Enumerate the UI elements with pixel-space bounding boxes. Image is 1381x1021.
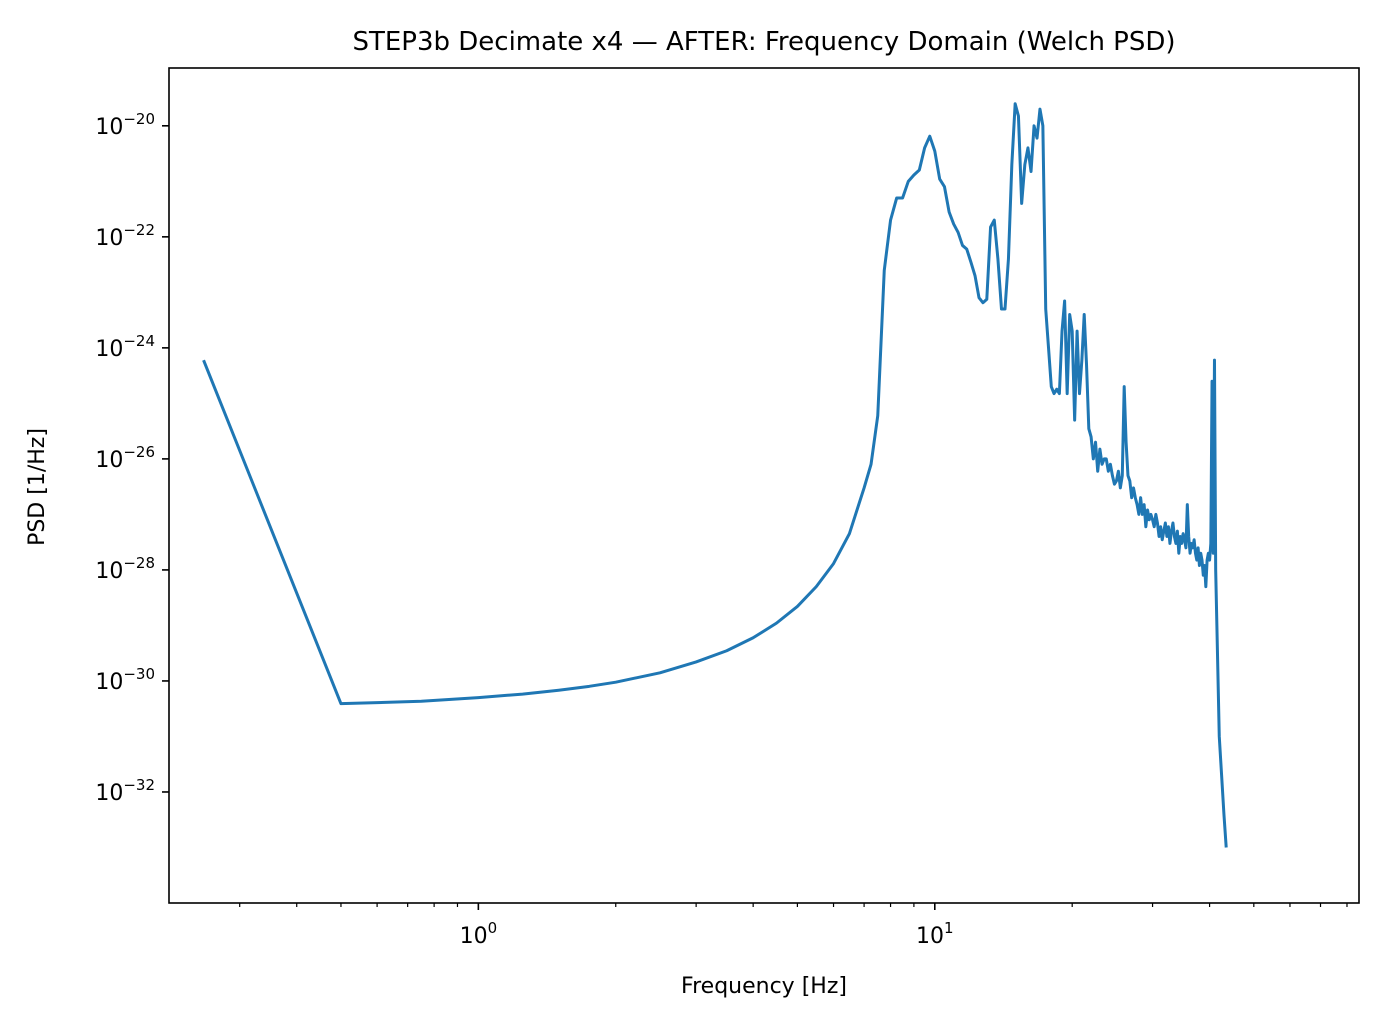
series-line-0 xyxy=(202,102,1228,848)
y-tick-label: 10−30 xyxy=(95,665,155,695)
chart-title: STEP3b Decimate x4 — AFTER: Frequency Do… xyxy=(352,27,1175,57)
y-tick-label-base: 10 xyxy=(95,226,123,251)
y-tick-label-base: 10 xyxy=(95,448,123,473)
y-tick-label: 10−22 xyxy=(95,221,155,251)
y-tick-label-exponent: −30 xyxy=(123,665,155,683)
series-layer xyxy=(202,102,1228,848)
y-tick-label-base: 10 xyxy=(95,781,123,806)
y-tick-label-base: 10 xyxy=(95,115,123,140)
x-tick-label-exponent: 1 xyxy=(944,919,954,937)
y-tick-label: 10−20 xyxy=(95,110,155,140)
y-tick-label-base: 10 xyxy=(95,559,123,584)
x-tick-label-base: 10 xyxy=(460,924,488,949)
plot-frame xyxy=(168,67,1360,904)
y-tick-label: 10−26 xyxy=(95,443,155,473)
x-tick-label: 100 xyxy=(460,919,498,949)
y-tick-label-exponent: −32 xyxy=(123,776,155,794)
y-tick-label-base: 10 xyxy=(95,337,123,362)
plot-background xyxy=(169,68,1359,903)
y-tick-label-exponent: −26 xyxy=(123,443,155,461)
x-tick-label: 101 xyxy=(916,919,954,949)
y-tick-label: 10−28 xyxy=(95,554,155,584)
x-tick-label-base: 10 xyxy=(916,924,944,949)
y-tick-label-exponent: −20 xyxy=(123,110,155,128)
y-tick-label: 10−32 xyxy=(95,776,155,806)
x-axis: 100 101 xyxy=(239,903,1348,949)
y-tick-label-exponent: −22 xyxy=(123,221,155,239)
x-tick-label-exponent: 0 xyxy=(488,919,498,937)
y-axis-label: PSD [1/Hz] xyxy=(25,428,50,546)
plot-area xyxy=(169,68,1359,903)
y-tick-label-exponent: −24 xyxy=(123,332,155,350)
y-tick-label-base: 10 xyxy=(95,670,123,695)
y-tick-label-exponent: −28 xyxy=(123,554,155,572)
x-axis-label: Frequency [Hz] xyxy=(681,974,847,999)
y-tick-label: 10−24 xyxy=(95,332,155,362)
